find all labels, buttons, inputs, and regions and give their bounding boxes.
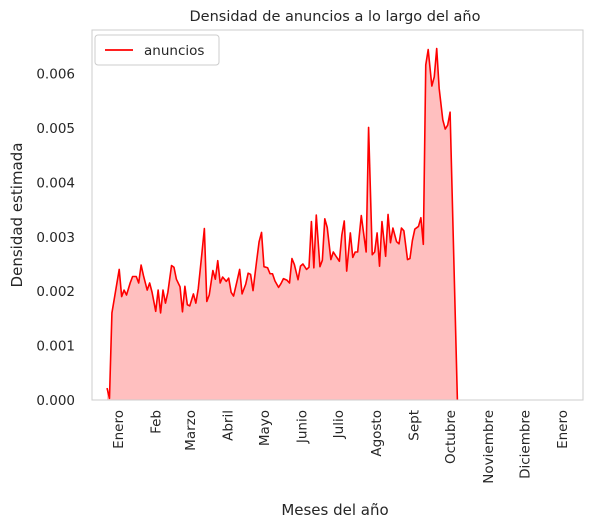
x-tick-label: Noviembre	[481, 410, 497, 484]
x-axis-title: Meses del año	[281, 501, 388, 519]
x-tick-label: Enero	[555, 410, 571, 449]
series-area-0	[107, 48, 458, 400]
x-tick-label: Sept	[407, 410, 423, 441]
x-tick-label: Marzo	[183, 410, 199, 451]
y-tick-label: 0.003	[36, 230, 75, 246]
legend-box	[94, 34, 220, 66]
series-layer	[106, 47, 459, 401]
plot-frame	[91, 29, 584, 401]
x-tick-label: Diciembre	[517, 410, 533, 479]
x-tick-label: Enero	[111, 410, 127, 449]
y-tick-label: 0.001	[36, 339, 75, 355]
x-tick-label: Mayo	[257, 410, 273, 446]
y-tick-label: 0.005	[36, 121, 75, 137]
legend: anuncios	[94, 34, 220, 66]
x-tick-labels: Enero Feb Marzo Abril Mayo Junio Julio Agosto Se…	[111, 410, 571, 484]
x-tick-label: Julio	[331, 410, 347, 439]
y-tick-labels: 0.000 0.001 0.002 0.003 0.004 0.005 0.006	[36, 67, 75, 409]
x-tick-label: Octubre	[443, 410, 459, 464]
y-tick-label: 0.006	[36, 67, 75, 83]
y-tick-label: 0.004	[36, 175, 75, 191]
y-tick-label: 0.002	[36, 284, 75, 300]
series-line-0	[106, 47, 459, 401]
y-tick-label: 0.000	[36, 393, 75, 409]
x-tick-label: Junio	[295, 410, 311, 444]
legend-label: anuncios	[144, 43, 204, 59]
x-tick-label: Agosto	[369, 410, 385, 457]
x-tick-label: Feb	[149, 410, 165, 434]
x-tick-label: Abril	[220, 410, 236, 441]
chart-title: Densidad de anuncios a lo largo del año	[189, 9, 480, 25]
y-axis-title: Densidad estimada	[8, 143, 26, 288]
